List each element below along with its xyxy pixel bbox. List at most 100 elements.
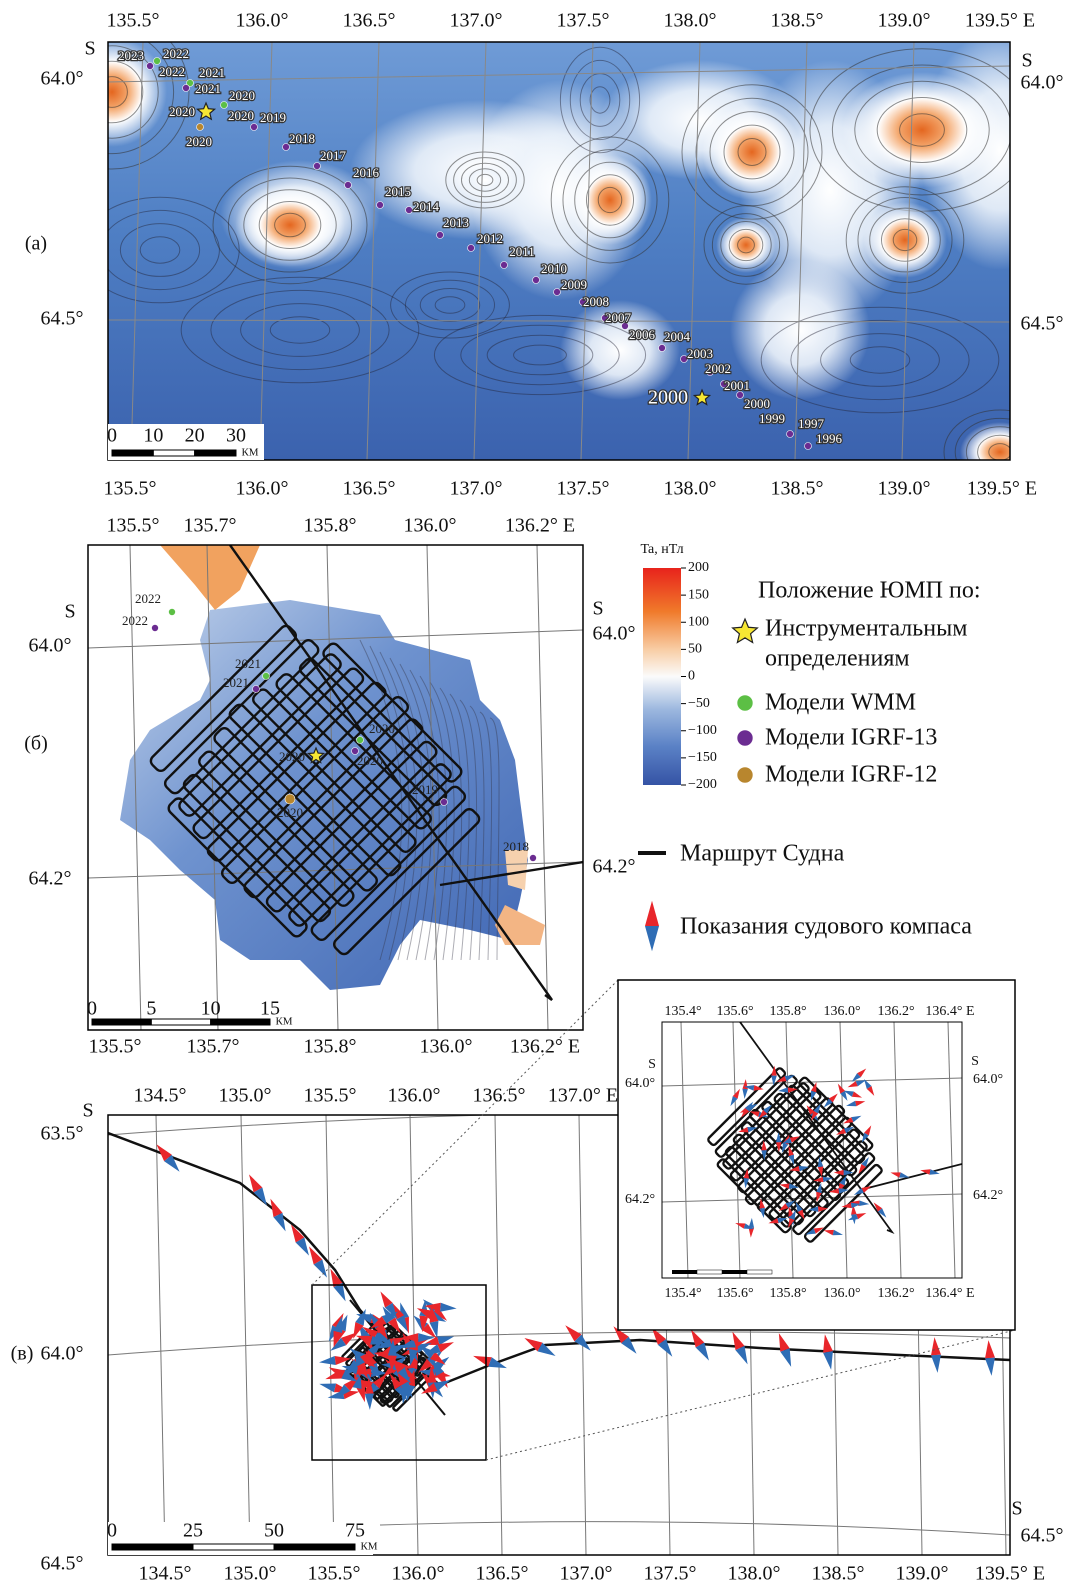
arrow-south [488, 1357, 507, 1369]
model-point [736, 694, 754, 712]
label: 64.5° [1021, 313, 1064, 335]
arrow-north [421, 1382, 438, 1394]
colorbar-tick-label: −150 [688, 750, 717, 765]
arrow-north [356, 1362, 368, 1379]
arrow-north [816, 1191, 822, 1203]
label: 135.6° [716, 1286, 753, 1301]
label: 2020 [357, 753, 383, 768]
label: 136.0° [236, 10, 289, 32]
compass-arrow [775, 1132, 782, 1153]
compass-arrow [402, 1333, 435, 1343]
map-c [108, 1115, 1010, 1555]
arrow-north [732, 1331, 745, 1351]
field-anomaly [457, 160, 513, 200]
colorbar-tick-label: 100 [688, 614, 709, 629]
compass-arrow [837, 1083, 848, 1101]
label: 136.5° [343, 478, 396, 500]
arrow-south [330, 1337, 347, 1351]
model-point [182, 84, 190, 92]
arrow-south [387, 1339, 397, 1356]
graticule [947, 1022, 956, 1278]
arrow-north [864, 1125, 872, 1136]
label: S [648, 1057, 656, 1072]
arrow-north [778, 1333, 790, 1352]
arrow-south [877, 1208, 887, 1218]
compass-arrow [353, 1349, 368, 1379]
arrow-north [333, 1330, 343, 1348]
label: 136.5° [473, 1085, 526, 1107]
arrow-south [785, 1200, 796, 1208]
label: 2021 [199, 65, 225, 80]
contour [419, 288, 481, 322]
arrow-north [817, 1206, 829, 1212]
model-point [529, 854, 537, 862]
label: КМ [241, 447, 258, 459]
field-anomaly [960, 422, 1010, 460]
label: (а) [25, 233, 47, 255]
contour [212, 165, 368, 285]
contour [857, 196, 953, 284]
arrow-north [421, 1323, 437, 1339]
contour [737, 138, 767, 166]
label: 135.5° [107, 515, 160, 537]
compass-arrow [524, 1338, 556, 1356]
label: 136.0° [823, 1286, 860, 1301]
label: 64.0° [41, 1343, 84, 1365]
arrow-south [843, 1090, 854, 1097]
label: 139.5° E [975, 1563, 1045, 1585]
scale-segment [273, 1543, 356, 1551]
label: S [971, 1054, 979, 1069]
arrow-south [424, 1344, 441, 1355]
contour [880, 218, 930, 262]
label: 64.5° [1021, 1525, 1064, 1547]
compass-arrow [873, 1202, 887, 1218]
arrow-north [797, 1209, 805, 1220]
label: 2007 [605, 310, 632, 325]
ship-route [243, 718, 424, 899]
scale-segment [192, 1543, 275, 1551]
zoom-box [311, 1284, 487, 1461]
compass-arrow [931, 1337, 941, 1373]
arrow-north [759, 1198, 765, 1209]
arrow-north [416, 1308, 434, 1320]
compass-arrow [429, 1306, 439, 1338]
label: 2003 [687, 346, 713, 361]
contour [449, 693, 470, 961]
arrow-north [389, 1373, 403, 1390]
arrow-north [524, 1338, 543, 1352]
arrow-north [156, 1144, 172, 1162]
arrow-north [776, 1075, 787, 1083]
label: 139.0° [896, 1563, 949, 1585]
arrow-north [364, 1377, 374, 1394]
compass-arrow [847, 1212, 867, 1221]
arrow-south [850, 1202, 862, 1209]
star-marker [692, 388, 712, 406]
label: 137.0° E [548, 1085, 618, 1107]
arrow-south [789, 1209, 796, 1220]
arrow-south [817, 1156, 824, 1168]
label: 64.0° [973, 1072, 1003, 1087]
label: (б) [24, 733, 48, 755]
arrow-south [295, 1237, 309, 1256]
arrow-north [735, 1222, 746, 1229]
compass-arrow [778, 1333, 792, 1367]
model-point [621, 322, 629, 330]
arrow-south [805, 1228, 816, 1235]
arrow-north [353, 1322, 364, 1339]
model-point [356, 736, 364, 744]
arrow-north [771, 1065, 777, 1076]
scale-segment [111, 1543, 194, 1551]
contour [720, 220, 772, 270]
compass-arrow [651, 1327, 673, 1357]
label: 2020 [369, 721, 395, 736]
label: 137.5° [557, 478, 610, 500]
ship-survey [149, 624, 481, 956]
label: 2021 [235, 656, 261, 671]
contour [845, 186, 965, 294]
arrow-south [364, 1393, 374, 1410]
arrow-north [775, 1142, 782, 1153]
arrow-south [798, 1165, 810, 1172]
arrow-south [832, 1229, 843, 1236]
arrow-north [429, 1306, 439, 1323]
label: 2020 [228, 108, 254, 123]
